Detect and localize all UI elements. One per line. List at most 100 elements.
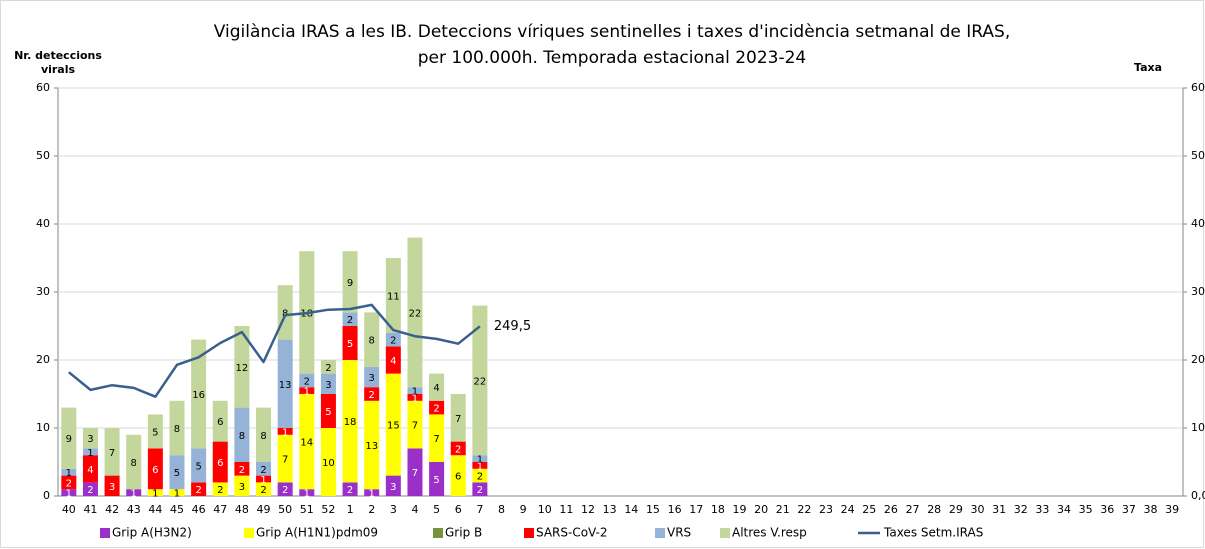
bar-value-label: 4 (433, 383, 439, 394)
legend-swatch (100, 528, 110, 538)
bar-value-label: 15 (387, 421, 400, 432)
bar-segment (450, 441, 466, 456)
legend-label: Grip A(H3N2) (112, 526, 192, 540)
bar-value-label: 2 (304, 376, 310, 387)
bar-segment (472, 462, 488, 469)
bar-segment (429, 400, 445, 415)
bar-segment (61, 489, 77, 496)
x-tick-label: 39 (1165, 503, 1179, 516)
bar-segment (472, 468, 488, 483)
bar-value-label: 1 (282, 427, 288, 438)
bar-segment (299, 373, 315, 388)
bar-value-label: 3 (239, 482, 245, 493)
bar-segment (364, 312, 380, 367)
y-axis-title: virals (41, 63, 76, 76)
bar-segment (234, 407, 250, 462)
bar-segment (147, 414, 163, 449)
y2-tick-label: 400,0 (1191, 217, 1205, 230)
x-tick-label: 18 (711, 503, 725, 516)
bar-segment (277, 482, 293, 496)
x-tick-label: 41 (83, 503, 97, 516)
bar-value-label: 2 (217, 485, 223, 496)
bar-segment (429, 462, 445, 496)
bar-value-label: 2 (260, 465, 266, 476)
bar-segment (61, 475, 77, 490)
x-tick-label: 27 (906, 503, 920, 516)
bar-segment (342, 326, 358, 360)
bar-value-label: 14 (300, 438, 313, 449)
x-tick-label: 7 (476, 503, 483, 516)
x-tick-label: 22 (797, 503, 811, 516)
bar-segment (169, 489, 185, 496)
bar-segment (385, 373, 401, 476)
bar-segment (256, 475, 272, 483)
x-tick-label: 46 (192, 503, 206, 516)
bar-value-label: 7 (433, 434, 439, 445)
bar-segment (342, 312, 358, 326)
bar-value-label: 9 (347, 278, 353, 289)
bar-value-label: 1 (260, 475, 266, 486)
chart-title: per 100.000h. Temporada estacional 2023-… (418, 48, 806, 68)
legend-label: Grip A(H1N1)pdm09 (256, 526, 378, 540)
bar-value-label: 1 (477, 455, 483, 466)
bar-segment (407, 394, 423, 401)
x-tick-label: 5 (433, 503, 440, 516)
x-tick-label: 44 (148, 503, 162, 516)
x-tick-label: 35 (1079, 503, 1093, 516)
bar-value-label: 1 (87, 448, 93, 459)
bar-segment (234, 326, 250, 408)
bar-value-label: 22 (409, 308, 422, 319)
x-tick-label: 48 (235, 503, 249, 516)
bar-value-label: 1 (174, 489, 180, 500)
bar-segment (277, 434, 293, 483)
x-tick-label: 43 (127, 503, 141, 516)
legend-label: Altres V.resp (732, 526, 807, 540)
y-tick-label: 0 (43, 489, 50, 502)
bar-segment (256, 407, 272, 462)
bar-segment (385, 475, 401, 496)
x-tick-label: 33 (1035, 503, 1049, 516)
bar-value-label: 1 (152, 489, 158, 500)
x-tick-label: 34 (1057, 503, 1071, 516)
bar-value-label: 1 (304, 387, 310, 398)
y2-tick-label: 200,0 (1191, 353, 1205, 366)
x-tick-label: 11 (559, 503, 573, 516)
bar-value-label: 12 (236, 363, 249, 374)
bar-segment (61, 407, 77, 469)
bar-value-label: 3 (109, 482, 115, 493)
bar-value-label: 2 (239, 465, 245, 476)
bar-value-label: 7 (412, 421, 418, 432)
bar-value-label: 2 (433, 404, 439, 415)
bar-value-label: 1 (369, 489, 375, 500)
bar-segment (320, 373, 336, 394)
x-tick-label: 32 (1014, 503, 1028, 516)
bar-value-label: 5 (325, 407, 331, 418)
bar-segment (234, 462, 250, 476)
bar-value-label: 7 (455, 414, 461, 425)
bar-value-label: 10 (322, 458, 335, 469)
bar-segment (429, 414, 445, 462)
bar-value-label: 2 (325, 363, 331, 374)
bar-value-label: 6 (152, 465, 158, 476)
bar-segment (407, 237, 423, 388)
x-tick-label: 17 (689, 503, 703, 516)
bar-value-label: 8 (131, 458, 137, 469)
x-tick-label: 4 (411, 503, 418, 516)
x-tick-label: 21 (776, 503, 790, 516)
bar-value-label: 5 (433, 475, 439, 486)
x-tick-label: 3 (390, 503, 397, 516)
x-tick-label: 25 (862, 503, 876, 516)
bar-segment (212, 400, 228, 442)
x-tick-label: 13 (603, 503, 617, 516)
bar-segment (299, 489, 315, 496)
y2-tick-label: 500,0 (1191, 149, 1205, 162)
x-tick-label: 1 (347, 503, 354, 516)
bar-segment (82, 428, 98, 449)
rate-line (68, 303, 481, 398)
bar-value-label: 1 (66, 489, 72, 500)
x-tick-label: 51 (300, 503, 314, 516)
bar-segment (191, 482, 207, 496)
y-tick-label: 50 (36, 149, 50, 162)
bar-segment (364, 400, 380, 490)
x-tick-label: 8 (498, 503, 505, 516)
